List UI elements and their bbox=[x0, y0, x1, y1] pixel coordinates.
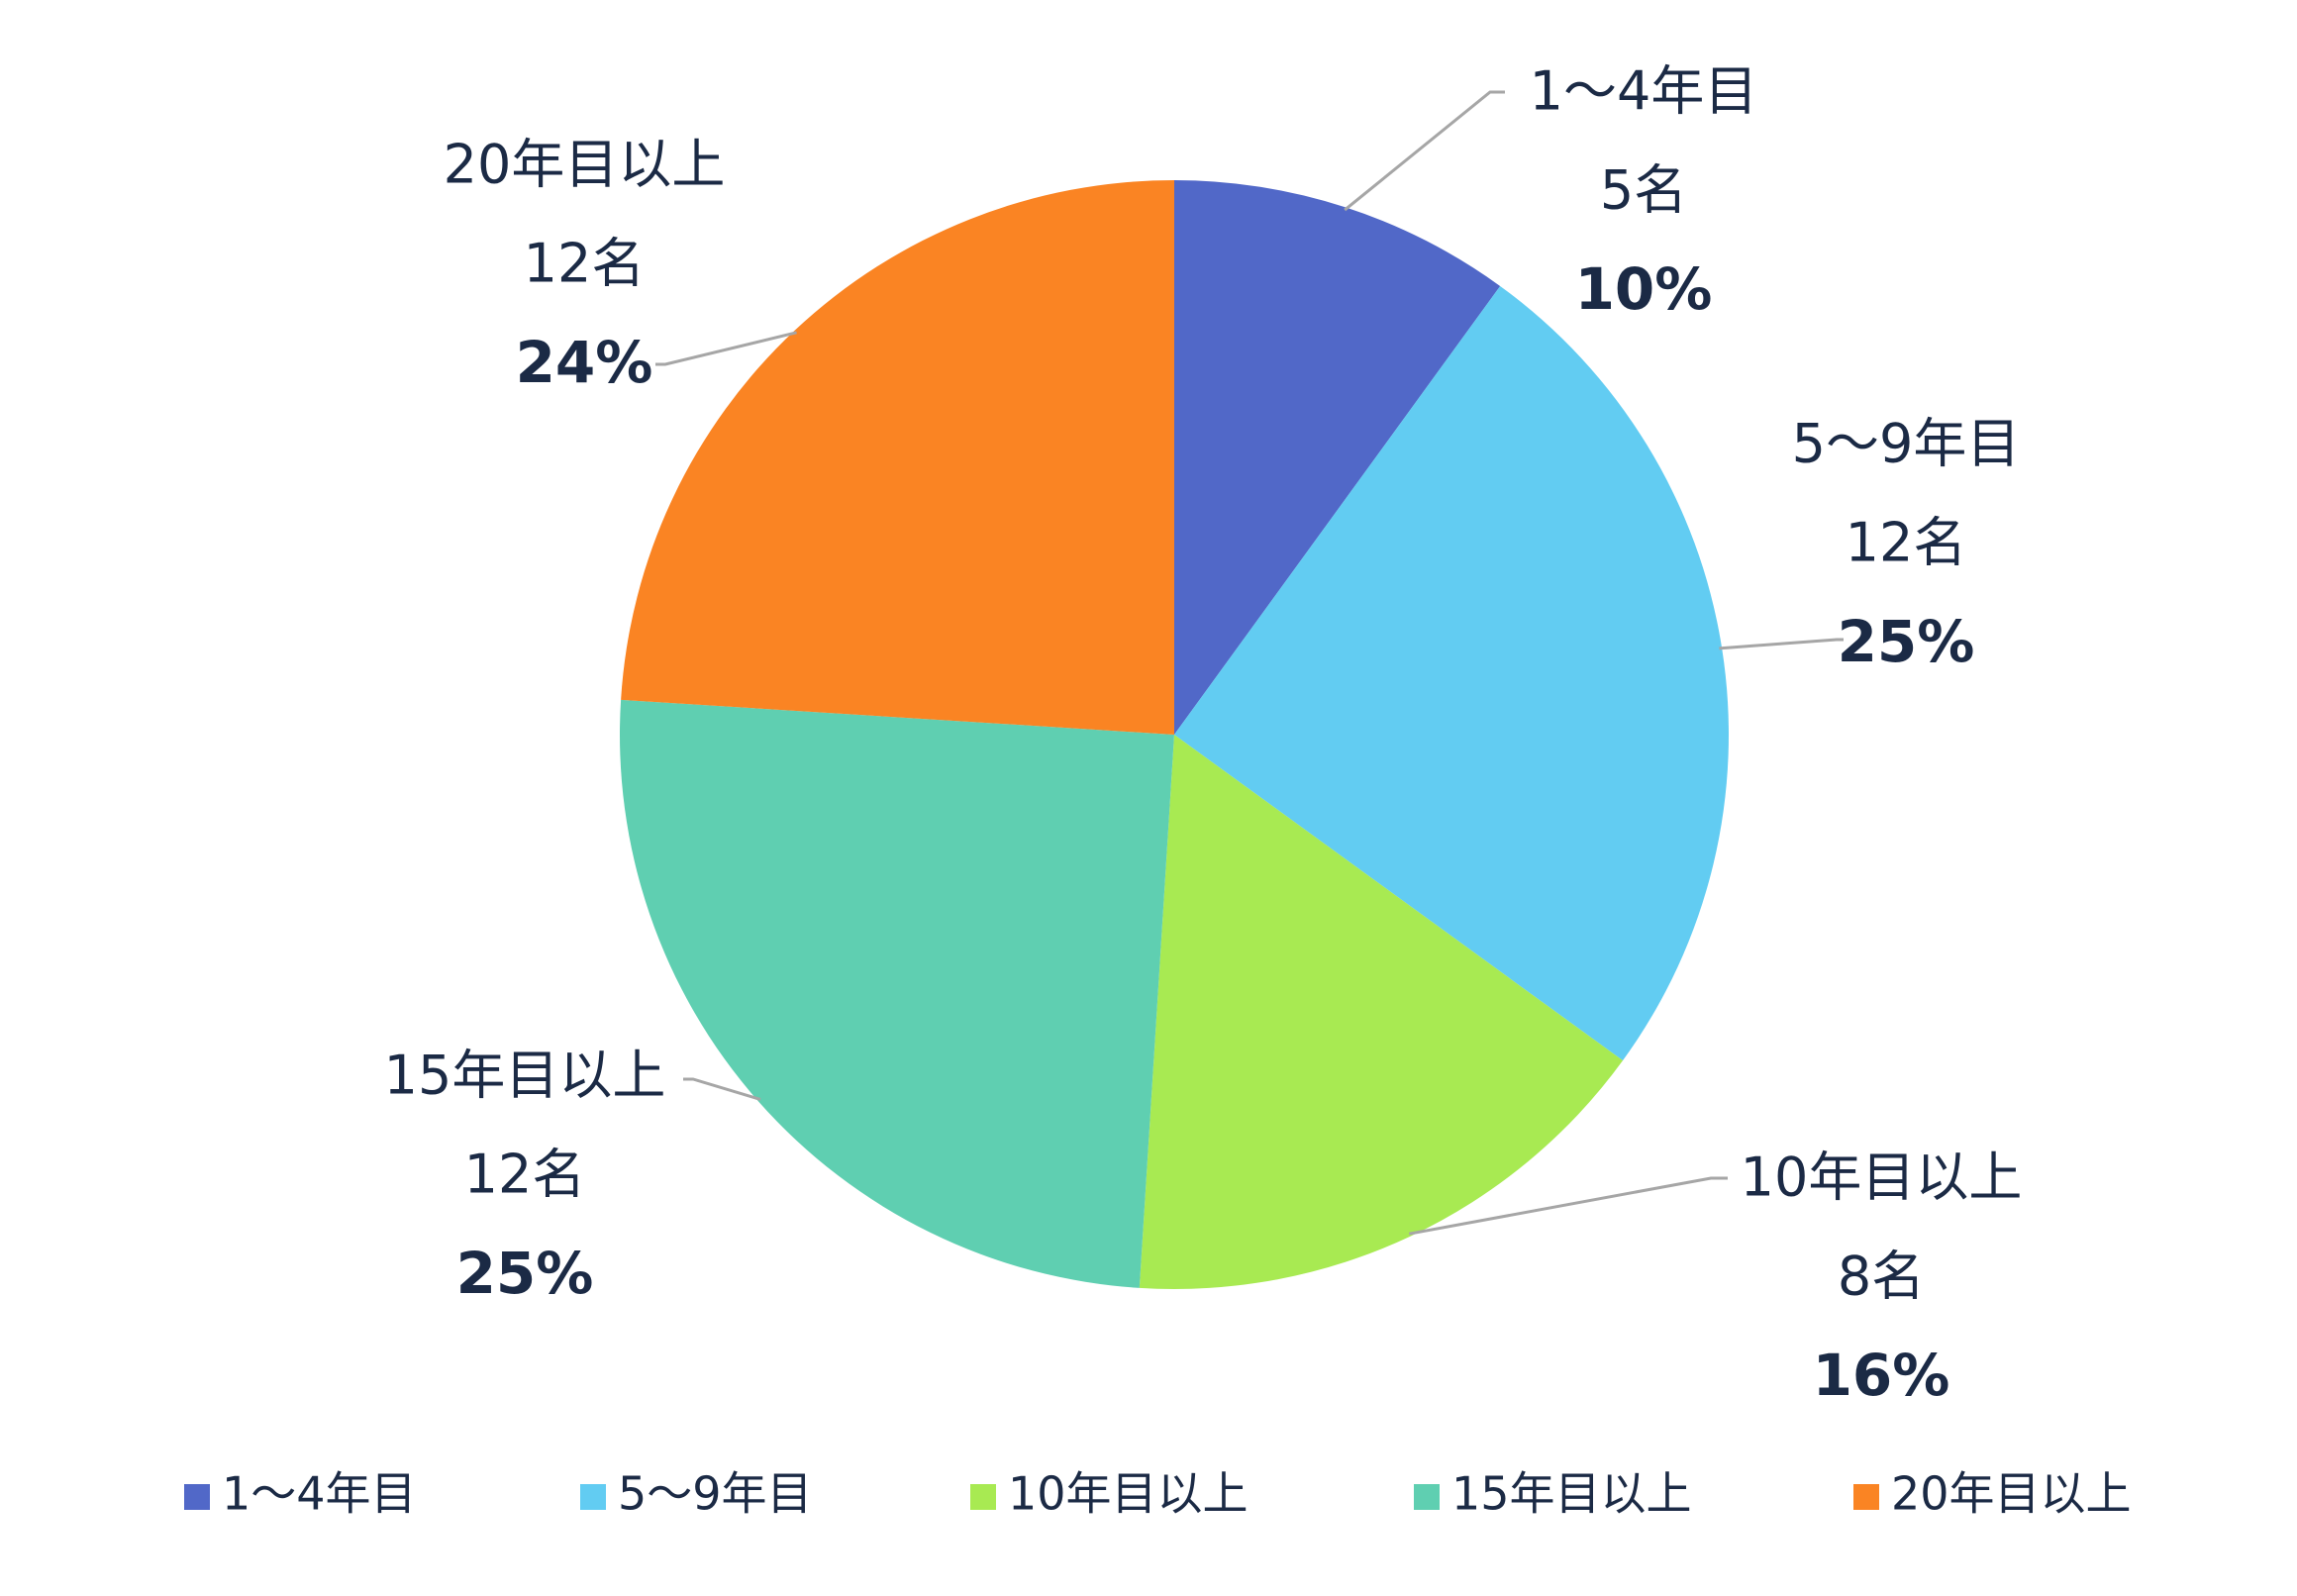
legend-label: 15年目以上 bbox=[1451, 1467, 1692, 1521]
pie-slice bbox=[1174, 180, 1501, 735]
leader-line bbox=[1408, 1176, 1728, 1236]
data-label-count: 8名 bbox=[1838, 1246, 1925, 1308]
legend-label: 5～9年目 bbox=[618, 1467, 813, 1521]
data-label-count: 12名 bbox=[464, 1144, 586, 1206]
leader-line bbox=[1719, 638, 1844, 650]
data-label-percent: 25% bbox=[1838, 608, 1975, 675]
data-label-percent: 10% bbox=[1575, 255, 1713, 323]
data-label-count: 5名 bbox=[1600, 159, 1687, 222]
pie-slice bbox=[1174, 285, 1730, 1061]
leader-line bbox=[655, 331, 797, 366]
data-label-count: 12名 bbox=[1846, 512, 1967, 574]
data-label-percent: 24% bbox=[516, 329, 653, 396]
data-label-category: 20年目以上 bbox=[444, 134, 726, 196]
legend: 1～4年目 5～9年目 10年目以上 15年目以上 20年目以上 bbox=[184, 1467, 2132, 1521]
data-labels: 1～4年目 5名 10% 5～9年目 12名 25% 10年目以上 8名 16% 15年目以上 12… bbox=[384, 60, 2023, 1409]
legend-swatch bbox=[184, 1484, 210, 1510]
pie-slices bbox=[619, 180, 1730, 1289]
pie-slice bbox=[1139, 735, 1624, 1289]
pie-slice bbox=[621, 180, 1174, 735]
data-label-category: 1～4年目 bbox=[1530, 60, 1758, 123]
data-label-category: 10年目以上 bbox=[1741, 1147, 2023, 1209]
legend-swatch bbox=[580, 1484, 606, 1510]
data-label-category: 15年目以上 bbox=[384, 1045, 666, 1107]
data-label-category: 5～9年目 bbox=[1792, 413, 2021, 475]
legend-label: 10年目以上 bbox=[1008, 1467, 1248, 1521]
legend-swatch bbox=[970, 1484, 996, 1510]
legend-swatch bbox=[1414, 1484, 1440, 1510]
legend-label: 1～4年目 bbox=[222, 1467, 417, 1521]
pie-slice bbox=[619, 699, 1174, 1288]
data-label-percent: 16% bbox=[1813, 1342, 1950, 1409]
leader-lines bbox=[655, 90, 1844, 1236]
leader-line bbox=[683, 1077, 761, 1101]
data-label-percent: 25% bbox=[456, 1240, 594, 1307]
data-label-count: 12名 bbox=[524, 233, 646, 295]
legend-swatch bbox=[1853, 1484, 1879, 1510]
leader-line bbox=[1344, 90, 1505, 212]
legend-label: 20年目以上 bbox=[1891, 1467, 2132, 1521]
